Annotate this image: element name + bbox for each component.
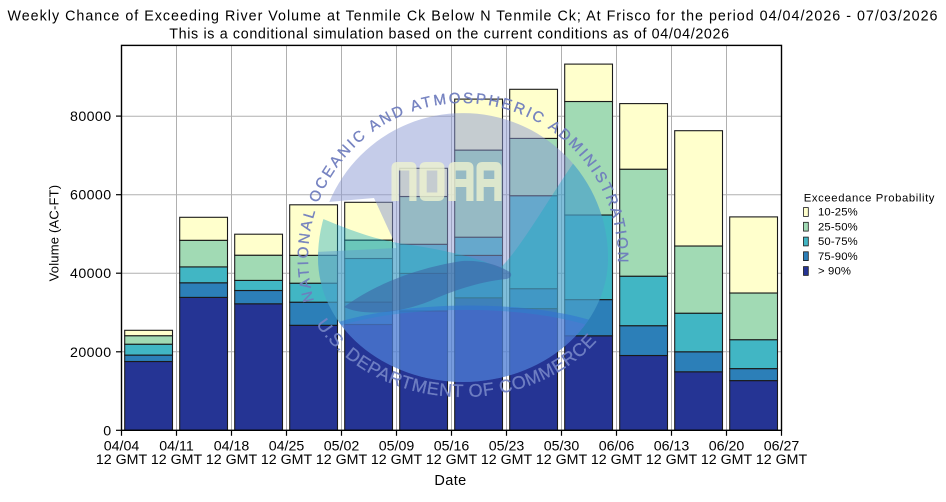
svg-text:12 GMT: 12 GMT — [206, 452, 258, 468]
svg-text:This is a conditional simulati: This is a conditional simulation based o… — [169, 26, 730, 42]
svg-text:06/20: 06/20 — [709, 439, 745, 455]
svg-text:12 GMT: 12 GMT — [646, 452, 698, 468]
svg-text:12 GMT: 12 GMT — [591, 452, 643, 468]
svg-text:12 GMT: 12 GMT — [481, 452, 533, 468]
svg-text:05/23: 05/23 — [489, 439, 525, 455]
svg-text:06/06: 06/06 — [599, 439, 635, 455]
svg-text:10-25%: 10-25% — [818, 207, 858, 219]
svg-text:06/13: 06/13 — [654, 439, 690, 455]
svg-text:06/27: 06/27 — [764, 439, 800, 455]
svg-text:05/02: 05/02 — [324, 439, 360, 455]
svg-text:80000: 80000 — [70, 109, 111, 125]
svg-text:05/16: 05/16 — [434, 439, 470, 455]
svg-text:05/09: 05/09 — [379, 439, 415, 455]
svg-text:40000: 40000 — [70, 266, 111, 282]
svg-text:05/30: 05/30 — [544, 439, 580, 455]
svg-text:0: 0 — [103, 423, 111, 439]
svg-text:25-50%: 25-50% — [818, 221, 858, 233]
svg-text:12 GMT: 12 GMT — [701, 452, 753, 468]
svg-text:75-90%: 75-90% — [818, 251, 858, 263]
svg-text:Volume (AC-FT): Volume (AC-FT) — [47, 185, 62, 282]
svg-text:12 GMT: 12 GMT — [261, 452, 313, 468]
svg-text:04/25: 04/25 — [269, 439, 305, 455]
svg-text:12 GMT: 12 GMT — [151, 452, 203, 468]
svg-text:04/11: 04/11 — [159, 439, 194, 455]
svg-text:Date: Date — [434, 473, 466, 489]
svg-text:12 GMT: 12 GMT — [536, 452, 588, 468]
svg-text:60000: 60000 — [70, 188, 111, 204]
svg-text:12 GMT: 12 GMT — [426, 452, 478, 468]
svg-text:> 90%: > 90% — [818, 266, 851, 278]
svg-text:Exceedance Probability: Exceedance Probability — [804, 193, 935, 205]
svg-text:12 GMT: 12 GMT — [371, 452, 423, 468]
svg-text:12 GMT: 12 GMT — [316, 452, 368, 468]
svg-text:Weekly Chance of Exceeding Riv: Weekly Chance of Exceeding River Volume … — [8, 9, 939, 25]
svg-text:20000: 20000 — [70, 345, 111, 361]
svg-text:50-75%: 50-75% — [818, 236, 858, 248]
svg-text:04/18: 04/18 — [214, 439, 250, 455]
svg-text:12 GMT: 12 GMT — [96, 452, 148, 468]
svg-text:12 GMT: 12 GMT — [756, 452, 808, 468]
svg-text:04/04: 04/04 — [104, 439, 140, 455]
